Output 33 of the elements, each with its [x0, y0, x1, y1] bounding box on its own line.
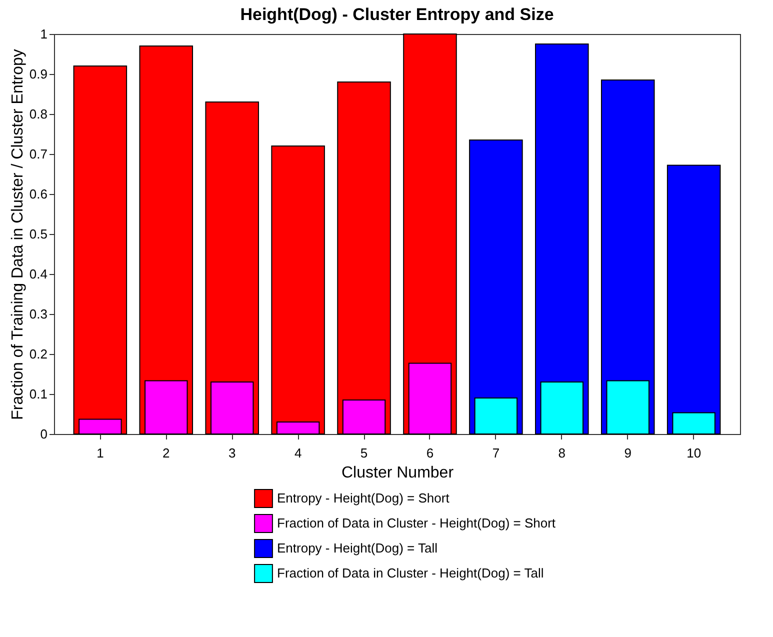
y-tick-label: 0.7	[29, 146, 48, 162]
x-tick-label: 9	[624, 446, 632, 460]
x-tick-label: 8	[558, 446, 566, 460]
x-tick-label: 6	[426, 446, 434, 460]
x-tick-label: 10	[686, 446, 702, 460]
y-tick-label: 0.2	[29, 346, 48, 362]
y-tick-label: 1	[40, 26, 48, 42]
y-tick-label: 0.1	[29, 386, 48, 402]
legend-label: Entropy - Height(Dog) = Tall	[277, 540, 438, 556]
bar	[73, 66, 128, 434]
y-axis-title: Fraction of Training Data in Cluster / Cluster Entropy	[9, 49, 26, 420]
x-tick-label: 2	[162, 446, 170, 460]
y-tick-label: 0.3	[29, 306, 48, 322]
y-tick-label: 0.8	[29, 106, 48, 122]
x-tick-label: 7	[492, 446, 500, 460]
chart-title: Height(Dog) - Cluster Entropy and Size	[240, 5, 554, 24]
bar	[666, 164, 721, 434]
legend-label: Fraction of Data in Cluster - Height(Dog) = Tall	[277, 566, 544, 580]
x-tick-label: 3	[228, 446, 236, 460]
x-axis-title: Cluster Number	[341, 464, 454, 482]
legend-label: Fraction of Data in Cluster - Height(Dog) = Short	[277, 516, 556, 530]
y-tick-label: 0.9	[29, 66, 48, 82]
bar	[271, 146, 325, 434]
legend-label: Entropy - Height(Dog) = Short	[277, 490, 450, 506]
x-tick-label: 1	[96, 446, 104, 460]
y-tick-label: 0.5	[29, 226, 48, 242]
y-tick-label: 0.6	[29, 186, 48, 202]
y-tick-label: 0.4	[29, 266, 48, 282]
bar	[337, 82, 391, 434]
y-tick-label: 0	[40, 426, 48, 442]
x-tick-label: 5	[360, 446, 368, 460]
x-tick-label: 4	[294, 446, 302, 460]
bar	[535, 44, 589, 434]
